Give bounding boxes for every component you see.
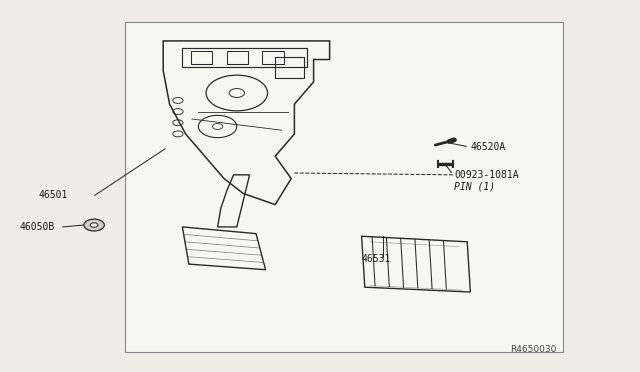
Text: 46531: 46531 [362, 254, 391, 263]
Text: 00923-1081A: 00923-1081A [454, 170, 519, 180]
Text: R4650030: R4650030 [511, 345, 557, 354]
Circle shape [90, 223, 98, 227]
Text: 46520A: 46520A [470, 142, 506, 152]
Bar [191, 51, 212, 64]
Text: PIN (1): PIN (1) [454, 181, 495, 191]
Bar [275, 57, 304, 78]
Bar [125, 22, 563, 352]
Bar [182, 48, 307, 67]
Text: 46501: 46501 [38, 190, 68, 200]
Circle shape [84, 219, 104, 231]
Text: 46050B: 46050B [19, 222, 54, 232]
Bar [262, 51, 284, 64]
Bar [227, 51, 248, 64]
